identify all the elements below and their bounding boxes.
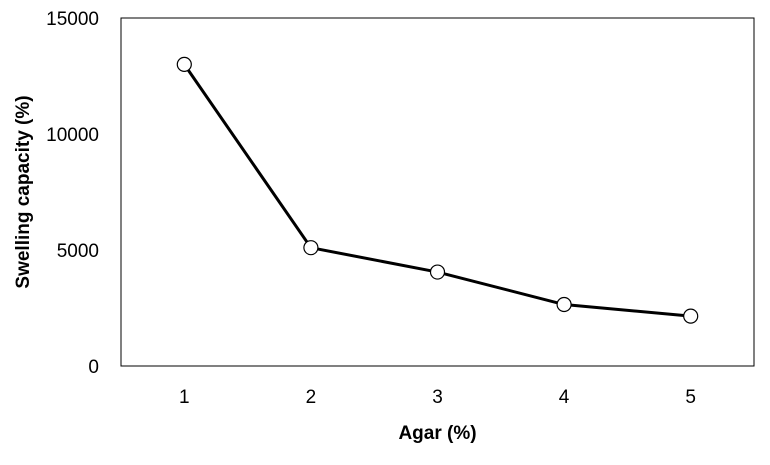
data-point-marker: [556, 296, 572, 313]
x-axis-title: Agar (%): [398, 423, 476, 444]
series-layer: [176, 56, 699, 324]
data-point-marker: [303, 240, 319, 256]
y-tick-label: 15000: [46, 9, 99, 30]
y-tick-label: 5000: [57, 241, 99, 262]
data-point-marker: [176, 56, 192, 73]
y-tick-label: 10000: [46, 125, 99, 146]
x-axis-ticks: 1 2 3 4 5: [179, 387, 696, 408]
plot-area-frame: [120, 17, 755, 367]
x-tick-label: 2: [306, 387, 317, 408]
x-tick-label: 3: [432, 387, 443, 408]
data-point-marker: [429, 264, 446, 280]
y-axis-ticks: 0 5000 10000 15000: [46, 9, 99, 378]
data-point-marker: [683, 308, 699, 324]
x-tick-label: 4: [559, 387, 570, 408]
x-tick-label: 5: [685, 387, 696, 408]
y-axis-title: Swelling capacity (%): [13, 95, 34, 288]
y-tick-label: 0: [88, 357, 99, 378]
x-tick-label: 1: [179, 387, 190, 408]
